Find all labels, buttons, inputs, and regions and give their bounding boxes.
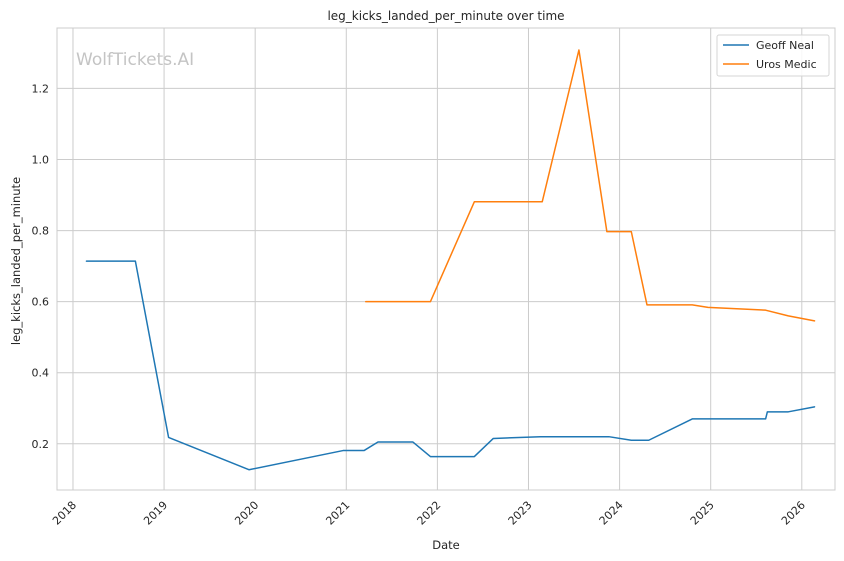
x-axis-ticks: 2018 2019 2020 2021 2022 2023 2024 2025 2026: [50, 499, 808, 528]
y-axis-ticks: 0.2 0.4 0.6 0.8 1.0 1.2: [32, 82, 50, 450]
y-tick-label: 0.8: [32, 225, 50, 238]
y-axis-label: leg_kicks_landed_per_minute: [9, 177, 23, 345]
series-layer: [85, 49, 816, 471]
y-tick-label: 1.2: [32, 82, 50, 95]
chart-title: leg_kicks_landed_per_minute over time: [327, 9, 564, 23]
y-tick-label: 1.0: [32, 153, 50, 166]
x-tick-label: 2019: [141, 499, 170, 528]
x-tick-label: 2023: [506, 499, 535, 528]
x-tick-label: 2022: [415, 499, 444, 528]
x-tick-label: 2025: [688, 499, 717, 528]
y-tick-label: 0.4: [32, 367, 50, 380]
x-tick-label: 2021: [323, 499, 352, 528]
x-tick-label: 2020: [232, 499, 261, 528]
grid-lines: [57, 28, 835, 490]
y-tick-label: 0.2: [32, 438, 50, 451]
series-line-geoff-neal: [85, 260, 816, 471]
series-line-uros-medic: [365, 49, 816, 322]
legend-entry-label: Geoff Neal: [756, 39, 814, 52]
legend-entry-label: Uros Medic: [756, 58, 817, 71]
x-tick-label: 2026: [779, 499, 808, 528]
watermark-text: WolfTickets.AI: [76, 50, 194, 70]
x-axis-label: Date: [432, 538, 460, 552]
legend: Geoff Neal Uros Medic: [716, 34, 830, 77]
y-tick-label: 0.6: [32, 296, 50, 309]
x-tick-label: 2024: [597, 499, 626, 528]
x-tick-label: 2018: [50, 499, 79, 528]
plot-frame: [56, 27, 836, 491]
